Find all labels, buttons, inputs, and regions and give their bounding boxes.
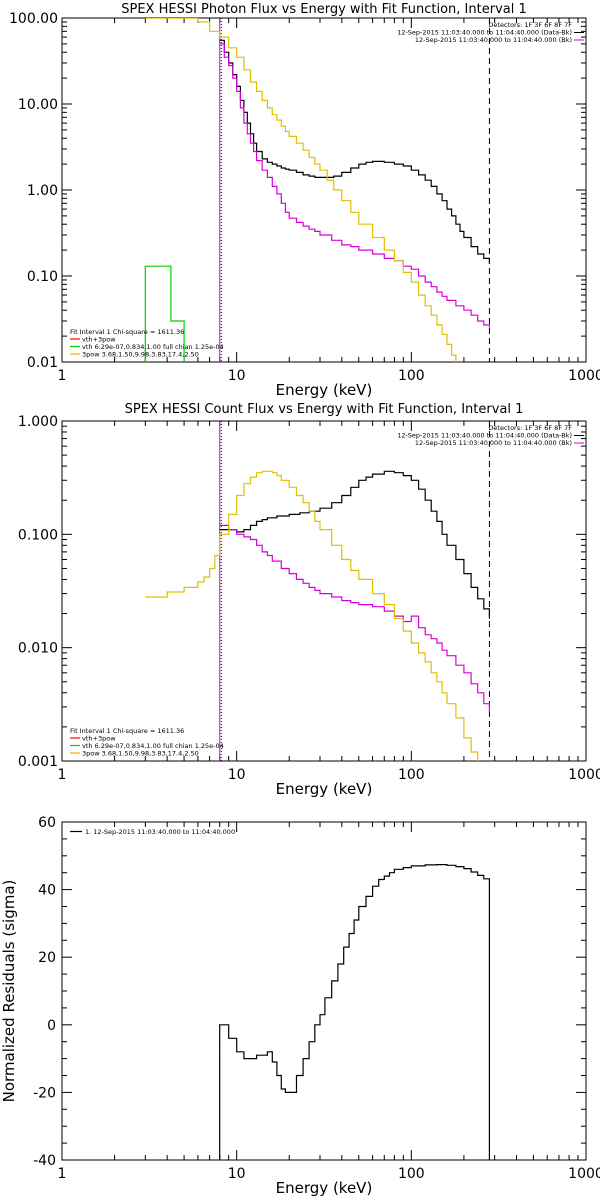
y-tick-label: 0.001 xyxy=(18,754,58,770)
series-3-line xyxy=(145,18,457,362)
x-tick-label: 100 xyxy=(398,767,425,783)
plot-data-area xyxy=(145,421,490,761)
x-tick-label: 1000 xyxy=(568,368,600,384)
series-1-line xyxy=(219,864,490,1160)
x-tick-label: 100 xyxy=(398,1166,425,1182)
y-tick-label: 0.100 xyxy=(18,527,58,543)
series-4-line xyxy=(144,265,185,362)
y-tick-label: 1.00 xyxy=(27,183,58,199)
series-1-line xyxy=(219,39,490,264)
y-tick-label: 10.00 xyxy=(18,97,58,113)
x-tick-label: 10 xyxy=(228,767,246,783)
plot-frame xyxy=(61,420,587,762)
x-tick-label: 1 xyxy=(58,368,67,384)
chart-panel-2: SPEX HESSI Count Flux vs Energy with Fit… xyxy=(18,402,600,798)
annotation-line-2: 12-Sep-2015 11:03:40.000 to 11:04:40.000… xyxy=(397,29,572,37)
legend-header: Fit Interval 1 Chi-square = 1611.36 xyxy=(70,727,184,735)
chart-panel-1: SPEX HESSI Photon Flux vs Energy with Fi… xyxy=(9,2,600,399)
plot-data-area xyxy=(219,864,490,1160)
plot-frame xyxy=(61,821,587,1161)
x-tick-label: 100 xyxy=(398,368,425,384)
plot-frame xyxy=(61,17,587,363)
y-tick-label: -20 xyxy=(33,1085,56,1101)
y-tick-label: 100.00 xyxy=(9,11,58,27)
y-tick-label: 20 xyxy=(38,950,56,966)
y-tick-label: 0 xyxy=(47,1018,56,1034)
y-axis-title: Normalized Residuals (sigma) xyxy=(0,880,18,1103)
x-tick-label: 1000 xyxy=(568,1166,600,1182)
legend-label-1: vth+3pow xyxy=(82,336,116,344)
x-tick-label: 1 xyxy=(58,767,67,783)
y-tick-label: 0.010 xyxy=(18,641,58,657)
annotation-line-2: 12-Sep-2015 11:03:40.000 to 11:04:40.000… xyxy=(397,432,572,440)
legend-label-2: vth 6.29e-07,0.834,1.00 full chian 1.25e… xyxy=(82,343,224,351)
chart-title: SPEX HESSI Count Flux vs Energy with Fit… xyxy=(125,402,524,417)
x-tick-label: 1 xyxy=(58,1166,67,1182)
y-tick-label: 0.10 xyxy=(27,269,58,285)
y-tick-label: 1.000 xyxy=(18,414,58,430)
legend-label-2: vth 6.29e-07,0.834,1.00 full chian 1.25e… xyxy=(82,742,224,750)
series-3-line xyxy=(145,470,479,761)
chart-title: SPEX HESSI Photon Flux vs Energy with Fi… xyxy=(121,2,527,17)
plot-data-area xyxy=(144,18,490,362)
series-1-line xyxy=(219,470,490,619)
series-2-line xyxy=(219,524,490,713)
annotation-line-1: Detectors: 1F 3F 6F 8F 7F xyxy=(488,424,572,432)
annotation-line-1: Detectors: 1F 3F 6F 8F 7F xyxy=(488,21,572,29)
y-tick-label: -40 xyxy=(33,1153,56,1169)
legend-label-3: 3pow 3.68,1.50,9.98,3.83,17.4,2.50 xyxy=(82,351,199,359)
y-tick-label: 0.01 xyxy=(27,355,58,371)
x-axis-title: Energy (keV) xyxy=(276,780,373,798)
x-tick-label: 1000 xyxy=(568,767,600,783)
y-tick-label: 60 xyxy=(38,815,56,831)
legend-label-3: 3pow 3.68,1.50,9.98,3.83,17.4,2.50 xyxy=(82,750,199,758)
chart-panel-3: 1 10 100 1000 -40 -20 0 20 40 60 Energy (keV) Norma… xyxy=(0,815,600,1197)
legend-label-1: vth+3pow xyxy=(82,735,116,743)
x-axis-title: Energy (keV) xyxy=(276,1179,373,1197)
series-2-line xyxy=(219,43,490,328)
y-tick-label: 40 xyxy=(38,883,56,899)
x-tick-label: 10 xyxy=(228,1166,246,1182)
annotation-line-3: 12-Sep-2015 11:03:40.000 to 11:04:40.000… xyxy=(415,439,572,447)
annotation-line-3: 12-Sep-2015 11:03:40.000 to 11:04:40.000… xyxy=(415,36,572,44)
x-tick-label: 10 xyxy=(228,368,246,384)
legend-label-1: 1. 12-Sep-2015 11:03:40.000 to 11:04:40.… xyxy=(85,828,235,836)
legend-header: Fit Interval 1 Chi-square = 1611.36 xyxy=(70,328,184,336)
x-axis-title: Energy (keV) xyxy=(276,381,373,399)
